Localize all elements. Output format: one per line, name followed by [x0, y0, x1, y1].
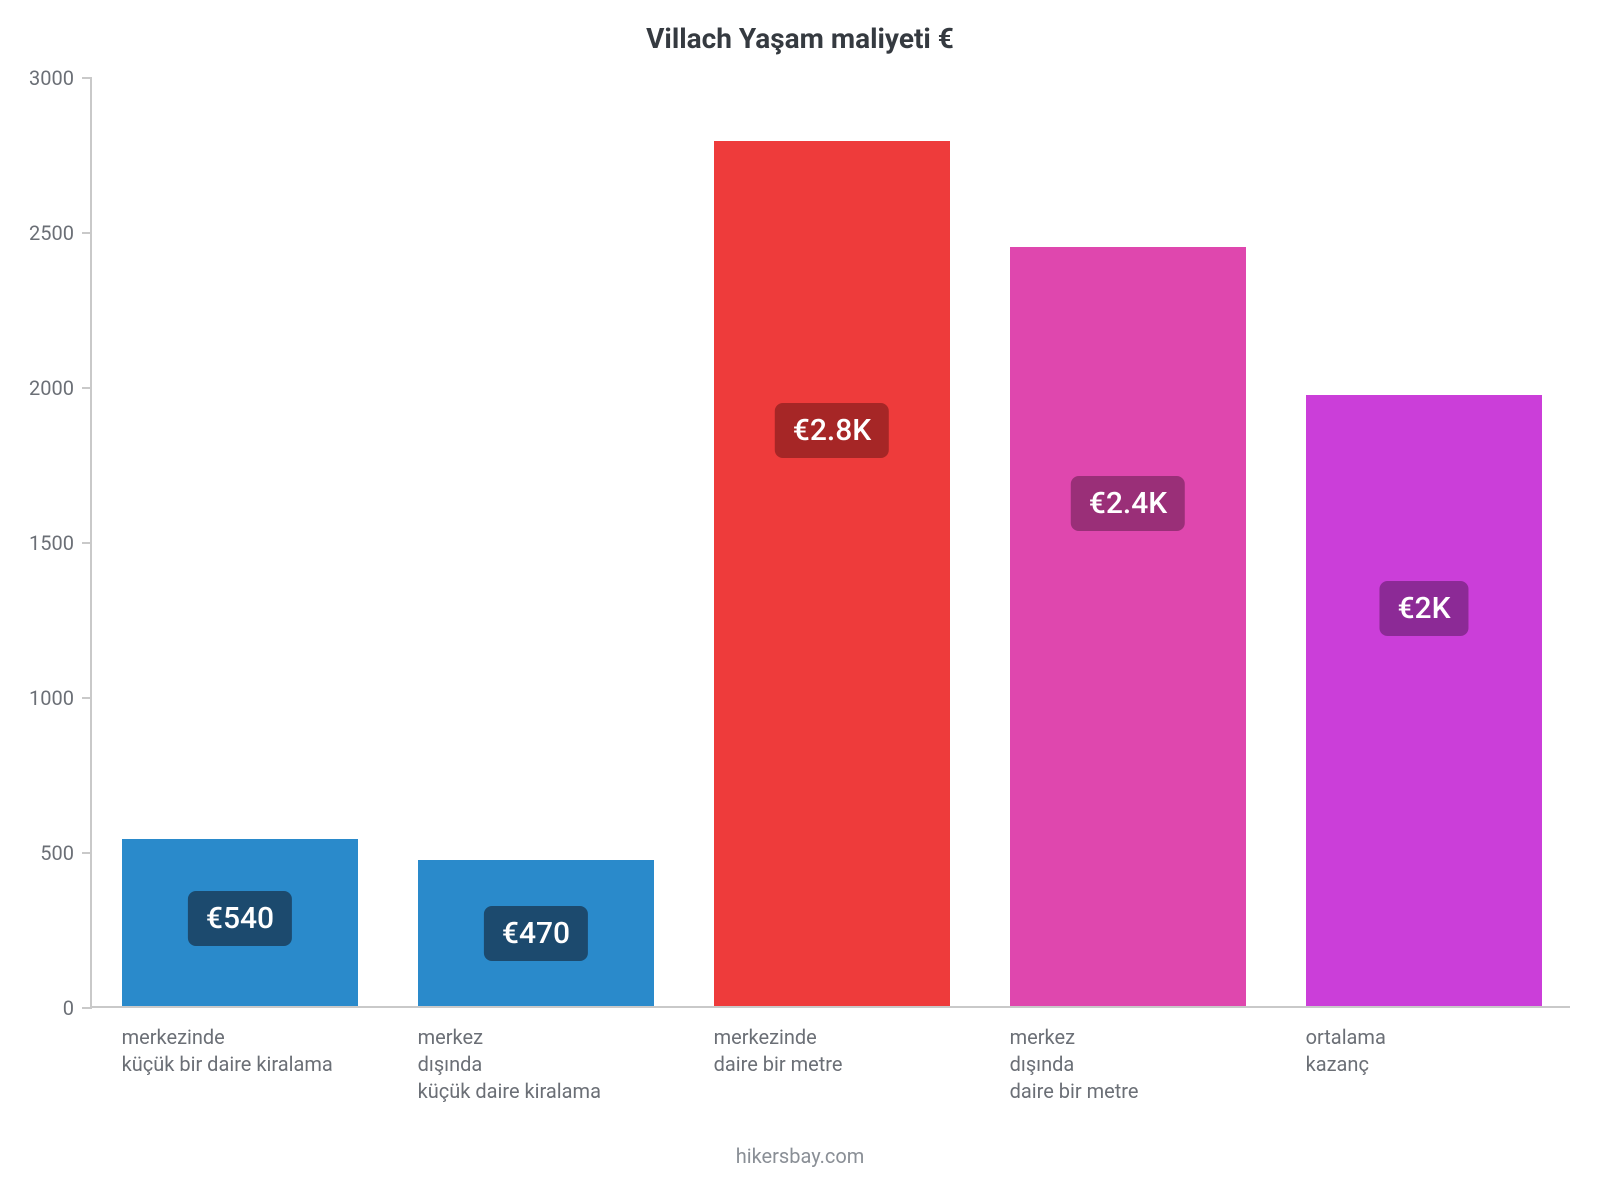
bar-value-badge: €2K: [1379, 581, 1468, 636]
bar-value-badge: €2.8K: [775, 403, 889, 458]
x-category-label-line: daire bir metre: [714, 1051, 951, 1078]
x-category-label: ortalamakazanç: [1306, 1024, 1543, 1078]
bar-value-badge: €2.4K: [1071, 476, 1185, 531]
bar-slot: €470merkezdışındaküçük daire kiralama: [388, 78, 684, 1006]
y-tick-mark: [82, 542, 92, 544]
y-tick-label: 0: [63, 996, 74, 1020]
y-tick-label: 3000: [29, 66, 74, 90]
y-tick-label: 2000: [29, 376, 74, 400]
cost-of-living-chart: Villach Yaşam maliyeti € 050010001500200…: [0, 0, 1600, 1200]
bar-value-badge: €540: [188, 891, 292, 946]
y-tick-mark: [82, 697, 92, 699]
x-category-label-line: küçük bir daire kiralama: [122, 1051, 359, 1078]
y-tick-mark: [82, 852, 92, 854]
bar-slot: €540merkezindeküçük bir daire kiralama: [92, 78, 388, 1006]
chart-footer: hikersbay.com: [0, 1144, 1600, 1168]
x-category-label-line: merkezinde: [122, 1024, 359, 1051]
chart-title: Villach Yaşam maliyeti €: [0, 22, 1600, 55]
y-tick-label: 2500: [29, 221, 74, 245]
bar-slot: €2Kortalamakazanç: [1276, 78, 1572, 1006]
y-tick-label: 500: [40, 841, 74, 865]
bar-slot: €2.8Kmerkezindedaire bir metre: [684, 78, 980, 1006]
x-category-label: merkezdışındadaire bir metre: [1010, 1024, 1247, 1105]
x-category-label-line: merkez: [418, 1024, 655, 1051]
bar: [1306, 395, 1543, 1006]
x-category-label-line: daire bir metre: [1010, 1078, 1247, 1105]
y-tick-label: 1500: [29, 531, 74, 555]
y-tick-mark: [82, 77, 92, 79]
x-category-label: merkezindeküçük bir daire kiralama: [122, 1024, 359, 1078]
y-tick-mark: [82, 232, 92, 234]
y-tick-mark: [82, 1007, 92, 1009]
bar-value-badge: €470: [484, 906, 588, 961]
bar-slot: €2.4Kmerkezdışındadaire bir metre: [980, 78, 1276, 1006]
bar: [714, 141, 951, 1006]
x-category-label-line: küçük daire kiralama: [418, 1078, 655, 1105]
x-category-label-line: kazanç: [1306, 1051, 1543, 1078]
bar: [1010, 247, 1247, 1007]
y-tick-mark: [82, 387, 92, 389]
x-category-label-line: dışında: [1010, 1051, 1247, 1078]
x-category-label-line: merkez: [1010, 1024, 1247, 1051]
plot-area: 050010001500200025003000€540merkezindekü…: [90, 78, 1570, 1008]
x-category-label-line: dışında: [418, 1051, 655, 1078]
x-category-label-line: ortalama: [1306, 1024, 1543, 1051]
x-category-label: merkezdışındaküçük daire kiralama: [418, 1024, 655, 1105]
y-tick-label: 1000: [29, 686, 74, 710]
x-category-label-line: merkezinde: [714, 1024, 951, 1051]
x-category-label: merkezindedaire bir metre: [714, 1024, 951, 1078]
